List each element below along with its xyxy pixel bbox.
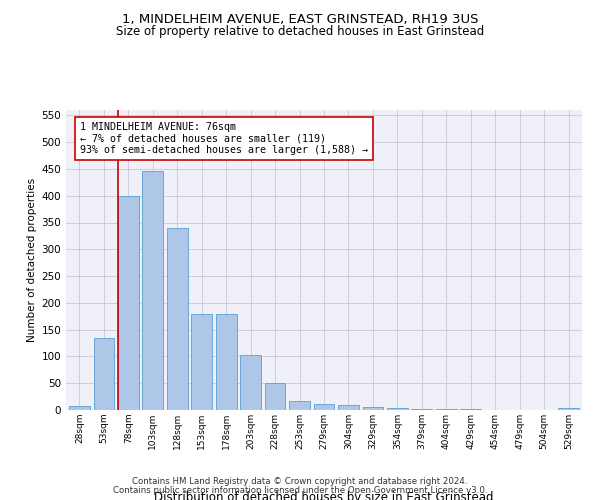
Bar	[289, 401, 310, 410]
Text: Size of property relative to detached houses in East Grinstead: Size of property relative to detached ho…	[116, 25, 484, 38]
Bar	[94, 338, 114, 410]
Bar	[240, 355, 261, 410]
X-axis label: Distribution of detached houses by size in East Grinstead: Distribution of detached houses by size …	[154, 491, 494, 500]
Bar	[118, 196, 139, 410]
Bar	[314, 404, 334, 410]
Bar	[142, 170, 163, 410]
Y-axis label: Number of detached properties: Number of detached properties	[27, 178, 37, 342]
Text: Contains HM Land Registry data © Crown copyright and database right 2024.: Contains HM Land Registry data © Crown c…	[132, 477, 468, 486]
Text: Contains public sector information licensed under the Open Government Licence v3: Contains public sector information licen…	[113, 486, 487, 495]
Bar	[558, 408, 579, 410]
Bar	[387, 408, 408, 410]
Bar	[191, 314, 212, 410]
Bar	[362, 407, 383, 410]
Bar	[216, 314, 236, 410]
Text: 1, MINDELHEIM AVENUE, EAST GRINSTEAD, RH19 3US: 1, MINDELHEIM AVENUE, EAST GRINSTEAD, RH…	[122, 12, 478, 26]
Bar	[265, 383, 286, 410]
Bar	[436, 409, 457, 410]
Text: 1 MINDELHEIM AVENUE: 76sqm
← 7% of detached houses are smaller (119)
93% of semi: 1 MINDELHEIM AVENUE: 76sqm ← 7% of detac…	[80, 122, 368, 155]
Bar	[412, 409, 432, 410]
Bar	[167, 228, 188, 410]
Bar	[69, 406, 90, 410]
Bar	[338, 405, 359, 410]
